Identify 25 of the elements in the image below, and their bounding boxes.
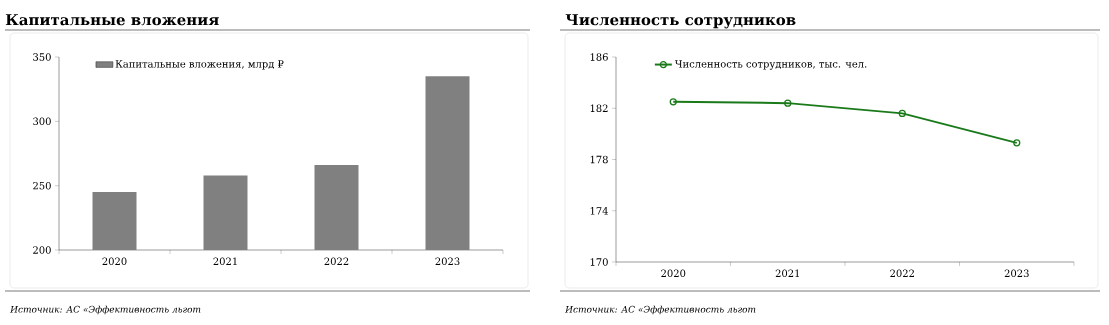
point [898, 109, 906, 118]
x-tick-label: 2022 [324, 257, 349, 266]
x-tick-label: 2023 [1004, 269, 1029, 278]
legend-label: Численность сотрудников, тыс. чел. [674, 60, 867, 70]
chart-title: Численность сотрудников [565, 14, 796, 29]
point [784, 99, 792, 107]
y-tick-label: 182 [590, 104, 608, 113]
y-tick-label: 178 [590, 155, 608, 164]
y-tick-label: 350 [33, 53, 51, 61]
y-tick-label: 174 [590, 207, 608, 215]
text: Источник: АС «Эффективность льгот [565, 305, 756, 315]
y-tick-label: 186 [590, 53, 608, 61]
x-tick-label: 2020 [102, 257, 127, 266]
x-tick-label: 2022 [890, 269, 914, 278]
x-tick-label: 2020 [661, 269, 686, 278]
x-tick-label: 2021 [213, 257, 237, 266]
y-tick-label: 250 [33, 181, 51, 190]
x-tick-label: 2021 [775, 269, 800, 278]
y-tick-label: 300 [33, 117, 51, 126]
chart-title: Капитальные вложения [5, 14, 219, 26]
x-tick-label: 2023 [435, 257, 460, 266]
y-tick-label: 200 [33, 246, 51, 254]
legend-label: Капитальные вложения, млрд ₽ [115, 60, 284, 70]
text: Источник: АС «Эффективность льгот [10, 305, 201, 315]
y-tick-label: 170 [590, 258, 608, 266]
